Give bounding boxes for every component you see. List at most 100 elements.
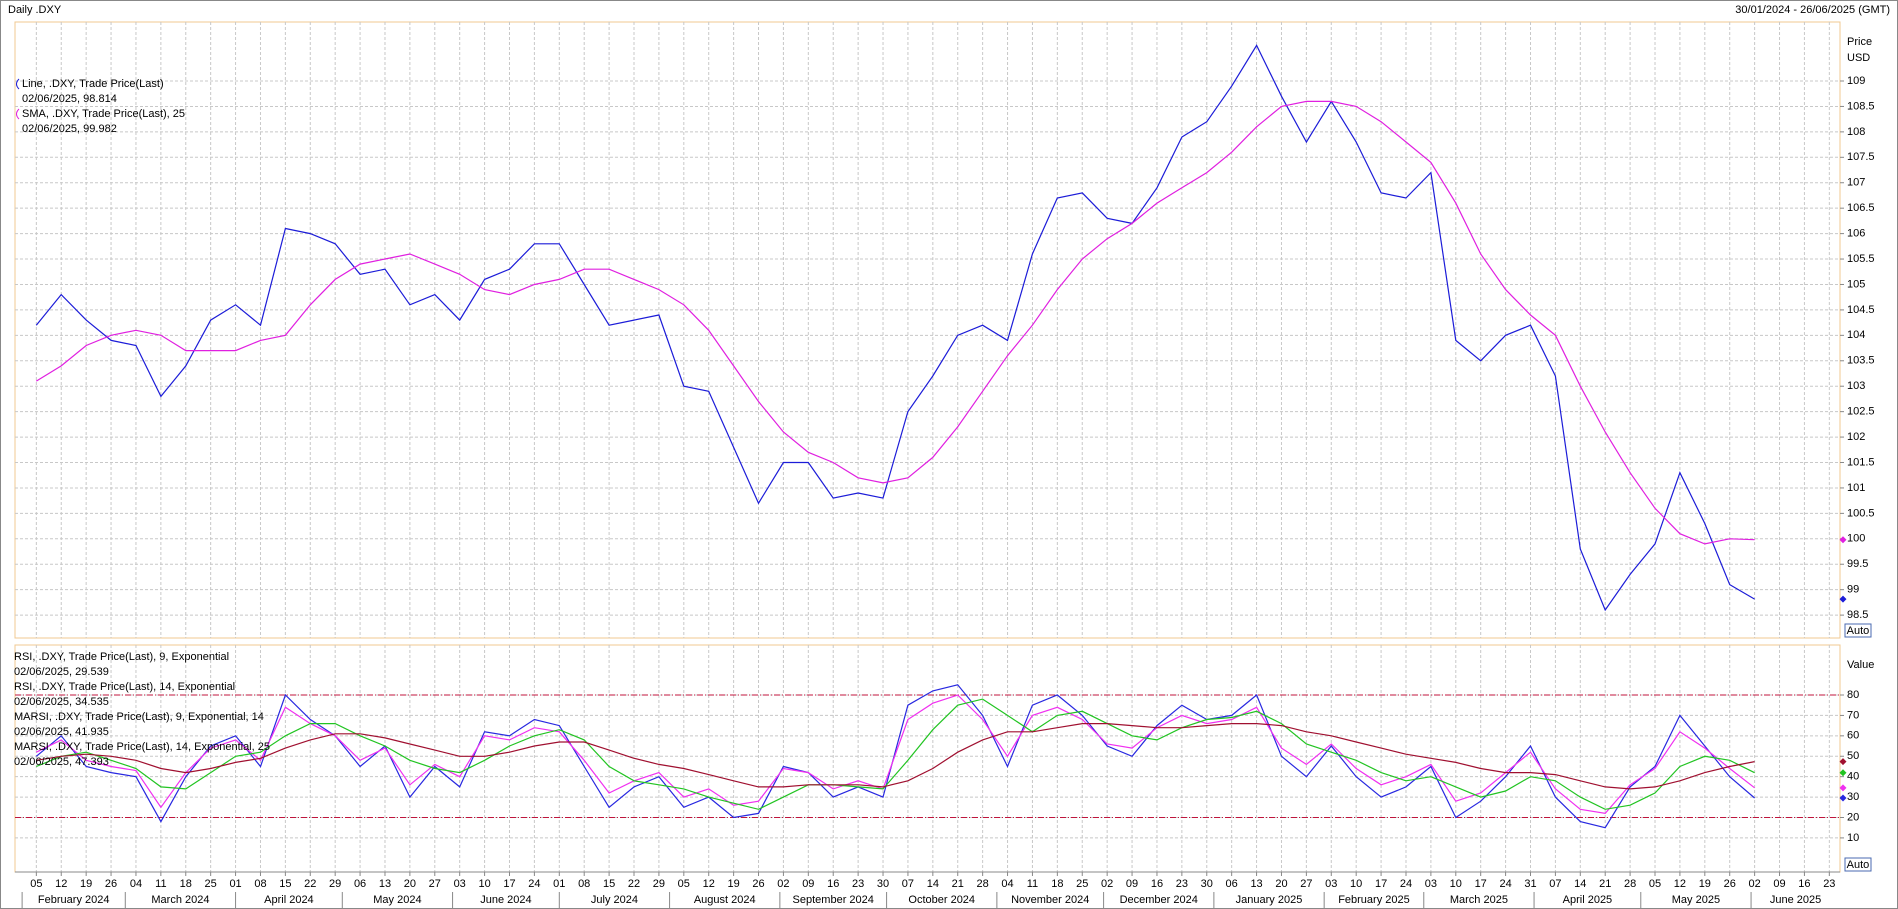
x-tick-label: 23 — [1176, 878, 1188, 890]
x-tick-label: 07 — [902, 878, 914, 890]
y-tick-label: 104 — [1847, 329, 1865, 341]
y-tick-label: 10 — [1847, 832, 1859, 844]
scale-button[interactable]: Auto — [1847, 625, 1870, 637]
y-tick-label: 106.5 — [1847, 202, 1875, 214]
month-label: July 2024 — [591, 894, 638, 906]
x-tick-label: 17 — [1375, 878, 1387, 890]
x-tick-label: 09 — [1126, 878, 1138, 890]
x-tick-label: 03 — [1325, 878, 1337, 890]
month-label: October 2024 — [908, 894, 975, 906]
legend-icon — [16, 108, 20, 120]
y-tick-label: 108 — [1847, 126, 1865, 138]
legend-last-value: 02/06/2025, 99.982 — [22, 123, 117, 135]
y-tick-label: 70 — [1847, 709, 1859, 721]
x-tick-label: 05 — [1649, 878, 1661, 890]
x-tick-label: 01 — [229, 878, 241, 890]
month-label: December 2024 — [1120, 894, 1198, 906]
scale-button-box[interactable] — [1844, 623, 1872, 638]
x-tick-label: 12 — [55, 878, 67, 890]
legend-icon — [16, 78, 20, 90]
x-tick-label: 17 — [1475, 878, 1487, 890]
y-tick-label: 100 — [1847, 533, 1865, 545]
y-tick-label: 101.5 — [1847, 456, 1875, 468]
y-axis-label: Price — [1847, 36, 1872, 48]
x-tick-label: 21 — [1599, 878, 1611, 890]
x-tick-label: 05 — [678, 878, 690, 890]
legend-last-value: 02/06/2025, 29.539 — [14, 666, 109, 678]
x-tick-label: 15 — [279, 878, 291, 890]
month-label: February 2024 — [38, 894, 110, 906]
y-tick-label: 103 — [1847, 380, 1865, 392]
y-tick-label: 109 — [1847, 75, 1865, 87]
scale-button[interactable]: Auto — [1847, 859, 1870, 871]
legend-name: RSI, .DXY, Trade Price(Last), 9, Exponen… — [14, 651, 229, 663]
legend-name: MARSI, .DXY, Trade Price(Last), 14, Expo… — [14, 741, 270, 753]
month-label: March 2024 — [151, 894, 209, 906]
x-tick-label: 10 — [478, 878, 490, 890]
x-tick-label: 08 — [578, 878, 590, 890]
x-tick-label: 12 — [703, 878, 715, 890]
y-tick-label: 107.5 — [1847, 151, 1875, 163]
x-tick-label: 26 — [752, 878, 764, 890]
x-tick-label: 29 — [329, 878, 341, 890]
x-tick-label: 27 — [429, 878, 441, 890]
month-label: August 2024 — [694, 894, 756, 906]
month-label: February 2025 — [1338, 894, 1410, 906]
last-value-marker — [1839, 794, 1847, 802]
x-tick-label: 26 — [1724, 878, 1736, 890]
x-tick-label: 19 — [1699, 878, 1711, 890]
y-tick-label: 107 — [1847, 177, 1865, 189]
x-tick-label: 08 — [254, 878, 266, 890]
month-label: January 2025 — [1236, 894, 1303, 906]
last-value-marker — [1839, 595, 1847, 603]
month-label: May 2025 — [1672, 894, 1720, 906]
y-tick-label: 101 — [1847, 482, 1865, 494]
legend-name: SMA, .DXY, Trade Price(Last), 25 — [22, 108, 185, 120]
x-tick-label: 16 — [827, 878, 839, 890]
x-tick-label: 30 — [877, 878, 889, 890]
y-tick-label: 108.5 — [1847, 100, 1875, 112]
y-tick-label: 50 — [1847, 750, 1859, 762]
last-value-marker — [1839, 536, 1847, 544]
y-tick-label: 100.5 — [1847, 507, 1875, 519]
scale-button-box[interactable] — [1844, 857, 1872, 872]
y-tick-label: 98.5 — [1847, 609, 1868, 621]
x-tick-label: 20 — [1275, 878, 1287, 890]
x-tick-label: 01 — [553, 878, 565, 890]
y-tick-label: 30 — [1847, 791, 1859, 803]
month-label: September 2024 — [793, 894, 874, 906]
x-tick-label: 22 — [628, 878, 640, 890]
y-axis-unit: USD — [1847, 52, 1870, 64]
x-tick-label: 04 — [130, 878, 142, 890]
x-tick-label: 04 — [1001, 878, 1013, 890]
x-tick-label: 28 — [977, 878, 989, 890]
x-tick-label: 26 — [105, 878, 117, 890]
x-tick-label: 09 — [802, 878, 814, 890]
series-group — [35, 684, 1755, 829]
x-tick-label: 09 — [1773, 878, 1785, 890]
y-tick-label: 99.5 — [1847, 558, 1868, 570]
panel-border — [14, 21, 1841, 639]
y-tick-label: 103.5 — [1847, 355, 1875, 367]
x-tick-label: 11 — [155, 878, 166, 890]
y-tick-label: 40 — [1847, 771, 1859, 783]
legend-last-value: 02/06/2025, 41.935 — [14, 726, 109, 738]
series-line — [36, 698, 1755, 810]
x-tick-label: 03 — [1425, 878, 1437, 890]
x-tick-label: 14 — [927, 878, 939, 890]
chart-title: Daily .DXY — [8, 4, 62, 16]
y-axis-label: Value — [1847, 659, 1874, 671]
legend-last-value: 02/06/2025, 47.393 — [14, 756, 109, 768]
month-label: April 2024 — [264, 894, 314, 906]
x-tick-label: 18 — [180, 878, 192, 890]
legend-last-value: 02/06/2025, 34.535 — [14, 696, 109, 708]
last-value-marker — [1839, 758, 1847, 766]
x-tick-label: 19 — [727, 878, 739, 890]
x-tick-label: 15 — [603, 878, 615, 890]
series-line — [35, 684, 1755, 829]
x-tick-label: 24 — [1400, 878, 1412, 890]
x-tick-label: 24 — [1499, 878, 1511, 890]
